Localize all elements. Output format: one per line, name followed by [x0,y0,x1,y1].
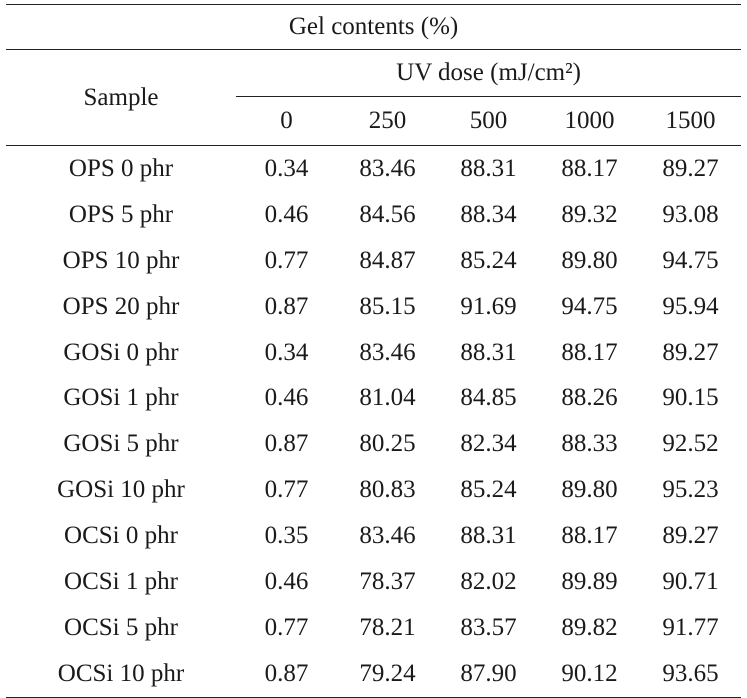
table-row: GOSi 1 phr 0.46 81.04 84.85 88.26 90.15 [6,375,741,421]
table-row: OCSi 10 phr 0.87 79.24 87.90 90.12 93.65 [6,650,742,698]
gel-content-value-cell: 0.46 [264,567,309,595]
gel-content-value-cell: 0.77 [264,246,309,274]
gel-content-value-cell: 88.26 [561,384,618,412]
gel-content-value-cell: 84.56 [359,200,416,228]
gel-content-value-cell: 95.94 [662,292,719,320]
gel-content-value-cell: 89.82 [561,613,618,641]
sample-column-header: Sample [6,49,236,146]
gel-content-value-cell: 88.34 [460,200,517,228]
gel-content-value-cell: 94.75 [662,246,719,274]
gel-contents-table-container: Gel contents (%) Sample UV dose (mJ/cm²)… [6,4,742,698]
sample-name-cell: GOSi 10 phr [57,476,185,504]
table-row: GOSi 0 phr 0.34 83.46 88.31 88.17 89.27 [6,330,741,376]
table-row: OCSi 5 phr 0.77 78.21 83.57 89.82 91.77 [6,605,741,651]
gel-content-value-cell: 89.27 [662,154,719,182]
uv-dose-header: UV dose (mJ/cm²) [236,49,742,97]
table-header: Gel contents (%) Sample UV dose (mJ/cm²)… [6,4,742,146]
table-row: OPS 0 phr 0.34 83.46 88.31 88.17 89.27 [6,146,741,192]
gel-content-value-cell: 78.21 [359,613,416,641]
gel-content-value-cell: 0.46 [264,200,309,228]
dose-header-cell: 1500 [640,96,742,146]
uv-header-row: Sample UV dose (mJ/cm²) [6,49,742,146]
gel-content-value-cell: 88.33 [561,430,618,458]
table-body: OPS 0 phr 0.34 83.46 88.31 88.17 89.27 OPS 5 p… [6,146,742,698]
gel-content-value-cell: 95.23 [662,476,719,504]
gel-content-value-cell: 89.80 [561,476,618,504]
sample-name-cell: GOSi 0 phr [63,338,179,366]
sample-name-cell: OPS 10 phr [62,246,180,274]
gel-contents-table: Gel contents (%) Sample UV dose (mJ/cm²)… [6,4,742,698]
gel-content-value-cell: 0.77 [264,476,309,504]
gel-content-value-cell: 0.34 [264,338,309,366]
table-row: GOSi 5 phr 0.87 80.25 82.34 88.33 92.52 [6,421,741,467]
gel-content-value-cell: 88.31 [460,522,517,550]
gel-content-value-cell: 91.77 [662,613,719,641]
gel-content-value-cell: 0.34 [264,154,309,182]
gel-content-value-cell: 94.75 [561,292,618,320]
gel-content-value-cell: 87.90 [438,650,539,698]
table-title: Gel contents (%) [6,4,742,50]
gel-content-value-cell: 85.15 [359,292,416,320]
sample-name-cell: OCSi 0 phr [64,522,178,550]
gel-content-value-cell: 84.87 [359,246,416,274]
sample-name-cell: GOSi 5 phr [63,430,179,458]
gel-content-value-cell: 88.31 [460,154,517,182]
gel-content-value-cell: 89.89 [561,567,618,595]
sample-name-cell: OPS 0 phr [68,154,174,182]
gel-content-value-cell: 83.46 [359,338,416,366]
gel-content-value-cell: 85.24 [460,246,517,274]
gel-content-value-cell: 78.37 [359,567,416,595]
gel-content-value-cell: 83.46 [359,154,416,182]
gel-content-value-cell: 82.34 [460,430,517,458]
gel-content-value-cell: 88.17 [561,522,618,550]
sample-name-cell: OPS 5 phr [68,200,174,228]
gel-content-value-cell: 88.17 [561,338,618,366]
table-row: OPS 5 phr 0.46 84.56 88.34 89.32 93.08 [6,192,741,238]
gel-content-value-cell: 92.52 [662,430,719,458]
gel-content-value-cell: 88.31 [460,338,517,366]
sample-name-cell: OCSi 10 phr [6,650,236,698]
gel-content-value-cell: 89.27 [662,522,719,550]
gel-content-value-cell: 80.25 [359,430,416,458]
sample-name-cell: GOSi 1 phr [63,384,179,412]
gel-content-value-cell: 93.08 [662,200,719,228]
gel-content-value-cell: 82.02 [460,567,517,595]
sample-name-cell: OCSi 1 phr [64,567,178,595]
table-row: OCSi 1 phr 0.46 78.37 82.02 89.89 90.71 [6,559,741,605]
gel-content-value-cell: 93.65 [640,650,742,698]
dose-header-cell: 500 [438,96,539,146]
gel-content-value-cell: 90.71 [662,567,719,595]
gel-content-value-cell: 83.57 [460,613,517,641]
gel-content-value-cell: 0.77 [264,613,309,641]
dose-header-cell: 250 [337,96,438,146]
gel-content-value-cell: 81.04 [359,384,416,412]
sample-name-cell: OPS 20 phr [62,292,180,320]
title-row: Gel contents (%) [6,4,742,50]
gel-content-value-cell: 0.87 [236,650,337,698]
gel-content-value-cell: 89.27 [662,338,719,366]
dose-header-row: 0 250 500 1000 1500 [6,96,742,146]
table-row: OPS 10 phr 0.77 84.87 85.24 89.80 94.75 [6,238,741,284]
table-row: GOSi 10 phr 0.77 80.83 85.24 89.80 95.23 [6,467,741,513]
gel-content-value-cell: 89.80 [561,246,618,274]
gel-content-value-cell: 90.12 [539,650,640,698]
gel-content-value-cell: 83.46 [359,522,416,550]
gel-content-value-cell: 0.46 [264,384,309,412]
gel-content-value-cell: 0.35 [264,522,309,550]
gel-content-value-cell: 89.32 [561,200,618,228]
dose-header-cell: 0 [236,96,337,146]
sample-name-cell: OCSi 5 phr [64,613,178,641]
gel-content-value-cell: 0.87 [264,292,309,320]
gel-content-value-cell: 0.87 [264,430,309,458]
gel-content-value-cell: 88.17 [561,154,618,182]
dose-header-cell: 1000 [539,96,640,146]
gel-content-value-cell: 85.24 [460,476,517,504]
gel-content-value-cell: 80.83 [359,476,416,504]
table-row: OCSi 0 phr 0.35 83.46 88.31 88.17 89.27 [6,513,741,559]
gel-content-value-cell: 79.24 [337,650,438,698]
gel-content-value-cell: 90.15 [662,384,719,412]
gel-content-value-cell: 84.85 [460,384,517,412]
gel-content-value-cell: 91.69 [460,292,517,320]
table-row: OPS 20 phr 0.87 85.15 91.69 94.75 95.94 [6,284,741,330]
